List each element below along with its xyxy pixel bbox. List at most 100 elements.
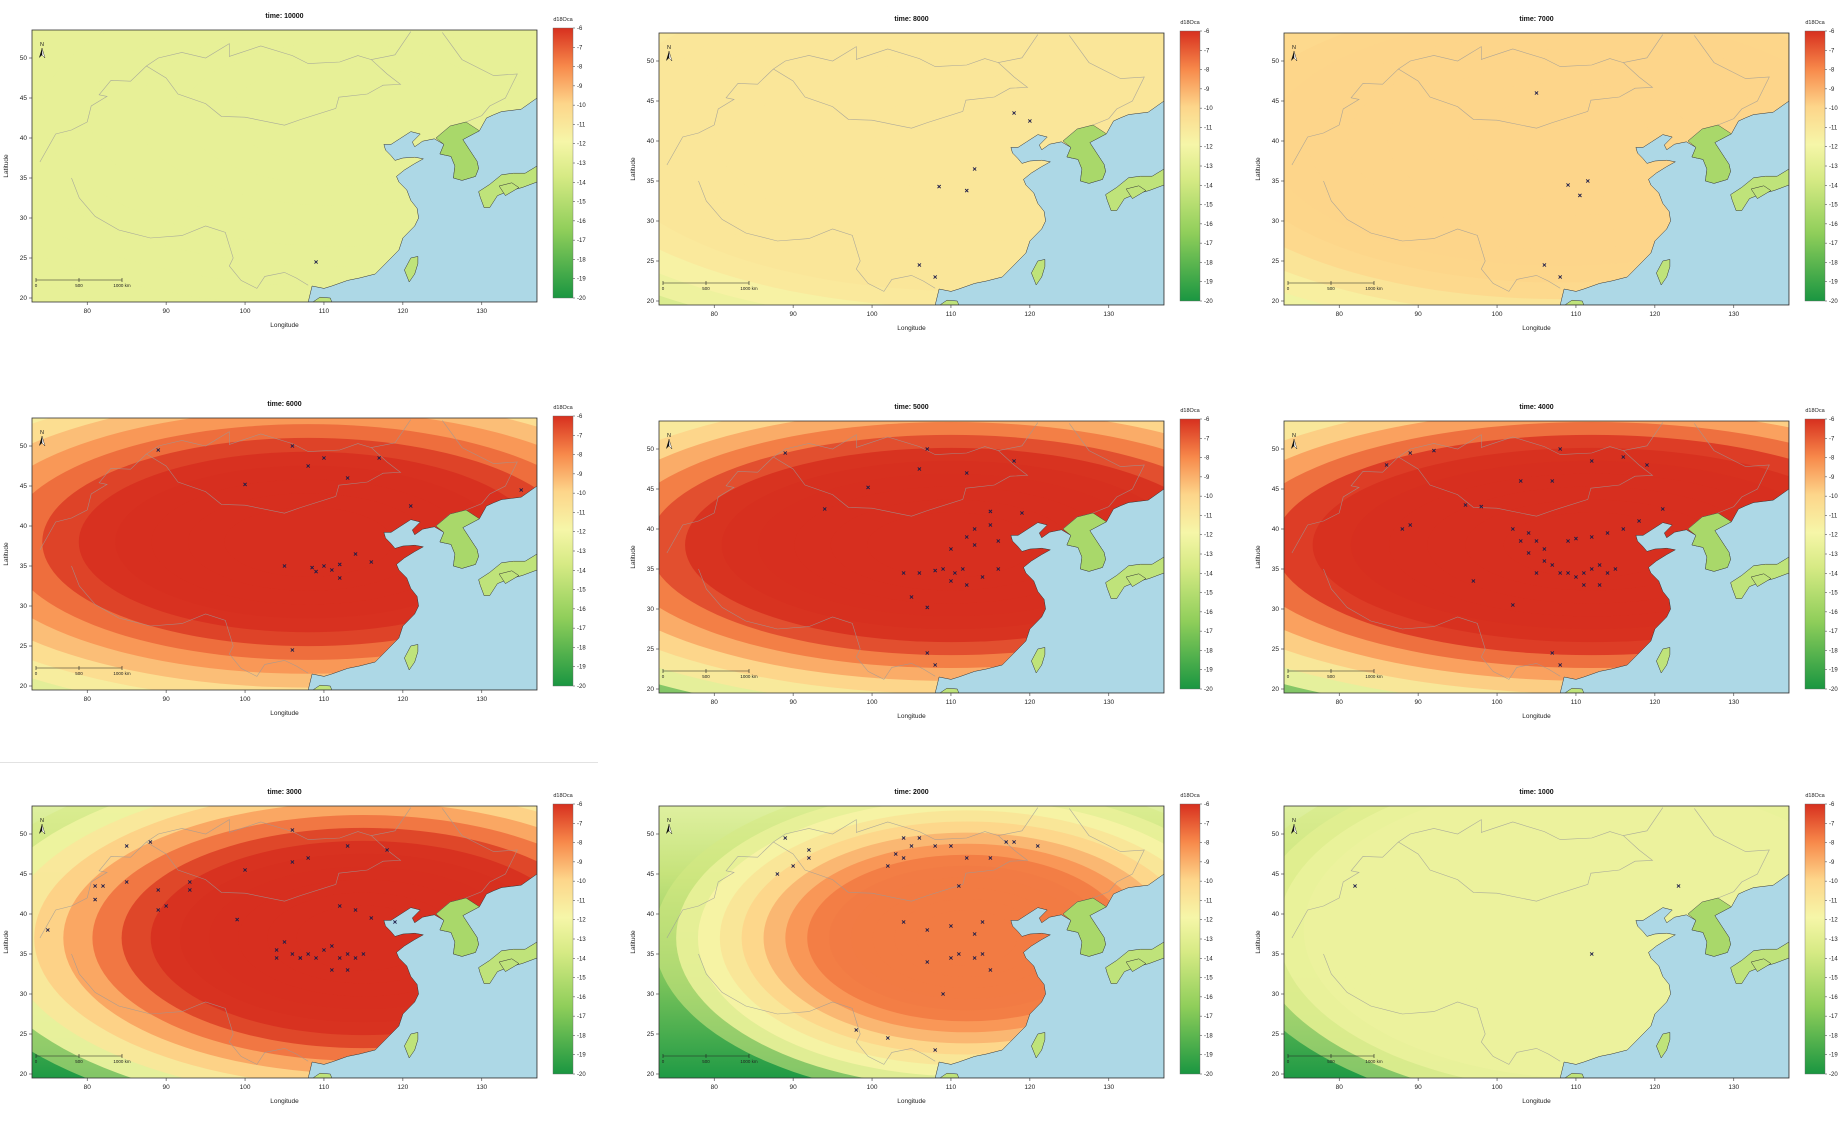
x-tick-label: 80	[84, 696, 92, 703]
site-marker	[988, 523, 993, 527]
scale-label: 500	[702, 1059, 710, 1064]
map-svg: time: 10000 N 0 500 1000 km 80 90 100 110 120 130 2…	[3, 13, 586, 329]
colorbar-tick-label: -11	[1204, 898, 1213, 904]
plot-frame	[1283, 805, 1790, 1079]
site-marker	[282, 940, 287, 944]
site-marker	[964, 535, 969, 539]
site-marker	[377, 456, 382, 460]
panel-title: time: 7000	[1519, 16, 1553, 23]
country-border	[698, 568, 936, 680]
colorbar-tick-label: -17	[1204, 629, 1213, 635]
colorbar	[552, 27, 574, 299]
country-border	[1323, 953, 1561, 1065]
map-area	[1284, 421, 1789, 693]
scale-label: 1000 km	[113, 283, 131, 288]
x-axis-label: Longitude	[1522, 325, 1551, 332]
colorbar-tick-label: -16	[1204, 995, 1213, 1001]
scale-bar	[1287, 669, 1375, 673]
plot-frame	[658, 32, 1165, 306]
y-tick-label: 25	[20, 255, 28, 262]
site-marker	[901, 856, 906, 860]
colorbar-tick-label: -16	[1829, 610, 1838, 616]
north-arrow-icon	[1291, 439, 1294, 449]
colorbar-tick-label: -14	[577, 568, 586, 574]
site-marker	[329, 568, 334, 572]
site-marker	[988, 968, 993, 972]
y-tick-label: 50	[647, 58, 655, 65]
north-arrow-icon	[1291, 824, 1294, 834]
y-axis-label: Latitude	[630, 157, 637, 181]
x-tick-label: 120	[397, 308, 408, 315]
divider-line	[0, 762, 598, 763]
colorbar-title: d18Oca	[1805, 793, 1825, 799]
scale-bar	[1287, 1054, 1375, 1058]
north-arrow-icon	[1293, 438, 1298, 450]
site-marker	[988, 509, 993, 514]
scale-label: 0	[35, 1059, 38, 1064]
site-marker	[1558, 275, 1563, 279]
site-marker	[1526, 551, 1531, 555]
colorbar-tick-label: -12	[577, 918, 586, 924]
colorbar-tick-label: -6	[1829, 417, 1835, 423]
colorbar-tick-label: -7	[577, 45, 583, 51]
country-border	[1398, 434, 1624, 458]
colorbar	[1179, 418, 1201, 690]
site-marker	[310, 565, 315, 570]
korea-land	[435, 509, 480, 569]
x-tick-label: 100	[867, 1084, 878, 1091]
site-marker	[1012, 459, 1016, 463]
colorbar-title: d18Oca	[553, 405, 573, 411]
colorbar-tick-label: -9	[1204, 87, 1210, 93]
colorbar-tick-label: -12	[1204, 918, 1213, 924]
x-tick-label: 80	[1336, 699, 1344, 706]
y-tick-label: 30	[20, 991, 28, 998]
colorbar	[1804, 418, 1826, 690]
site-marker	[972, 543, 977, 547]
korea-land	[1062, 512, 1107, 572]
site-marker	[1353, 884, 1357, 888]
site-marker	[988, 856, 993, 860]
site-marker	[353, 552, 358, 556]
country-border	[146, 431, 372, 455]
colorbar-tick-label: -6	[1204, 417, 1210, 423]
site-marker	[917, 263, 922, 267]
site-marker	[369, 916, 374, 920]
colorbar-tick-label: -7	[577, 433, 583, 439]
scale-label: 500	[1327, 286, 1335, 291]
site-marker	[314, 956, 318, 960]
colorbar-tick-label: -11	[1829, 513, 1838, 519]
site-marker	[306, 856, 311, 860]
island	[404, 644, 419, 671]
y-axis-label: Latitude	[1255, 930, 1262, 954]
y-axis-label: Latitude	[630, 930, 637, 954]
x-tick-label: 100	[240, 308, 251, 315]
colorbar-tick-label: -20	[1204, 687, 1213, 693]
colorbar	[552, 803, 574, 1075]
site-marker	[996, 539, 1001, 543]
island	[1125, 185, 1147, 199]
site-marker	[1518, 479, 1523, 483]
contour-band	[916, 910, 1018, 966]
site-marker	[941, 992, 945, 996]
colorbar-tick-label: -10	[1204, 879, 1213, 885]
y-tick-label: 35	[1272, 951, 1280, 958]
country-border	[86, 453, 147, 511]
colorbar-tick-label: -17	[577, 238, 586, 244]
panel-title: time: 8000	[894, 16, 928, 23]
site-marker	[901, 920, 906, 924]
scale-label: 0	[1287, 1059, 1290, 1064]
x-tick-label: 110	[946, 311, 957, 318]
site-marker	[1597, 563, 1602, 567]
site-marker	[854, 1028, 859, 1032]
colorbar-tick-label: -14	[1829, 183, 1838, 189]
country-border	[773, 34, 1039, 129]
colorbar-tick-label: -19	[1204, 1053, 1213, 1059]
scale-label: 1000 km	[1365, 1059, 1383, 1064]
y-axis-label: Latitude	[1255, 545, 1262, 569]
colorbar-tick-label: -7	[1204, 436, 1210, 442]
y-tick-label: 40	[647, 526, 655, 533]
colorbar-tick-label: -7	[1829, 821, 1835, 827]
y-tick-label: 40	[647, 911, 655, 918]
y-tick-label: 20	[647, 686, 655, 693]
country-border	[698, 953, 936, 1065]
